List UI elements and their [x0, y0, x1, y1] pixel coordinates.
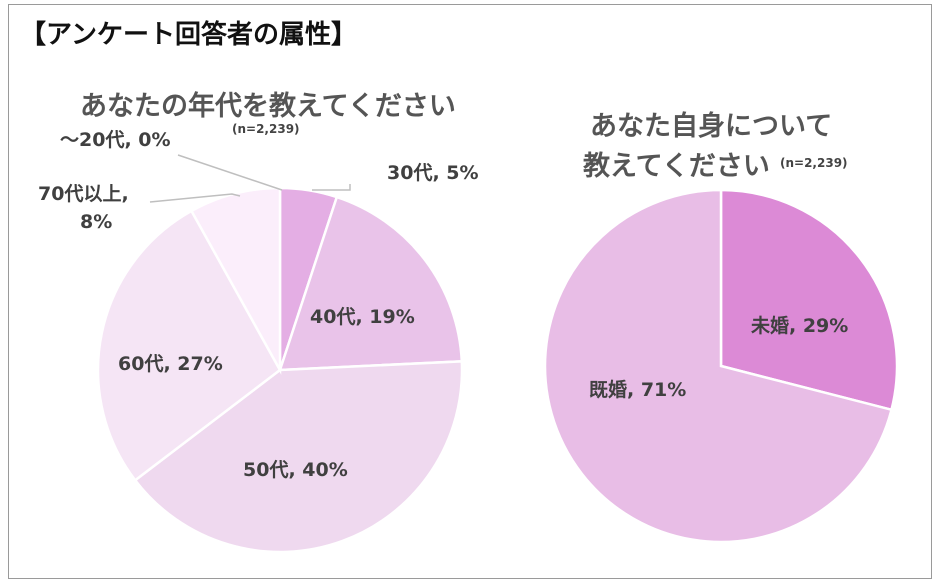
- label-70s-line2: 8%: [80, 211, 112, 233]
- data-labels: 〜20代, 0% 30代, 5% 40代, 19% 50代, 40% 60代, …: [38, 129, 848, 481]
- leader-lines: [149, 154, 351, 203]
- label-40s: 40代, 19%: [310, 306, 415, 328]
- marital-slice-1: [543, 188, 893, 544]
- marital-chart-title-line2: 教えてください: [583, 151, 770, 182]
- label-unmarried: 未婚, 29%: [750, 314, 848, 337]
- age-chart-note: (n=2,239): [232, 122, 300, 136]
- leader-line-70s: [149, 193, 241, 203]
- label-under20: 〜20代, 0%: [60, 129, 171, 151]
- age-pie: [96, 186, 464, 554]
- label-30s: 30代, 5%: [387, 162, 479, 184]
- age-slice-1: [278, 195, 464, 372]
- marital-slice-0: [719, 188, 899, 412]
- age-chart-title: あなたの年代を教えてください: [80, 91, 456, 122]
- age-slice-3: [96, 209, 282, 482]
- leader-line-under20: [177, 154, 283, 191]
- page-title: 【アンケート回答者の属性】: [20, 20, 357, 50]
- marital-chart-title-line1: あなた自身について: [590, 111, 833, 142]
- label-married: 既婚, 71%: [589, 378, 686, 401]
- label-50s: 50代, 40%: [243, 459, 348, 481]
- age-slice-2: [133, 360, 464, 554]
- leader-line-30s: [312, 184, 351, 191]
- marital-chart-note: (n=2,239): [780, 156, 848, 170]
- label-60s: 60代, 27%: [118, 353, 223, 375]
- marital-pie: [543, 188, 899, 544]
- label-70s-line1: 70代以上,: [38, 183, 129, 205]
